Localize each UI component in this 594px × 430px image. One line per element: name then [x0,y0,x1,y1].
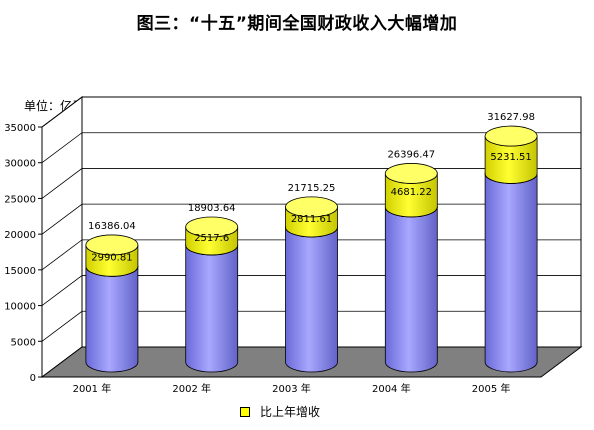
x-tick-label: 2003 年 [272,382,311,395]
bar-increase-2004 [384,163,438,218]
bar-previous-year-2002-body [185,244,239,373]
bar-increase-2001 [85,234,139,277]
increase-value-label: 2811.61 [291,214,332,225]
y-tick-label: 30000 [4,159,36,170]
total-value-label: 21715.25 [288,183,336,194]
x-tick-label: 2004 年 [372,382,411,395]
y-tick-label: 20000 [4,230,36,241]
y-tick-label: 0 [30,373,36,384]
gridline [41,96,581,128]
axes: 0 5000 10000 15000 20000 25000 30000 35000 [4,123,43,384]
bar-increase-2003-top [285,196,338,218]
bar-previous-year-2005 [484,163,538,373]
chart-title: 图三：“十五”期间全国财政收入大幅增加 [136,14,458,34]
total-value-label: 31627.98 [487,112,535,123]
x-tick-label: 2005 年 [472,382,511,395]
y-tick-label: 10000 [4,302,36,313]
total-value-label: 16386.04 [88,221,136,232]
bar-increase-2005 [484,125,538,184]
bar-increase-2005-top [484,125,538,147]
legend-label-increase: 比上年增收 [260,405,321,419]
increase-value-label: 5231.51 [490,152,531,163]
gridline [41,132,581,164]
bar-previous-year-2004 [384,196,438,373]
legend-swatch-increase [240,406,250,417]
y-tick-label: 5000 [11,337,36,348]
bar-increase-2003 [285,196,338,238]
bar-previous-year-2003 [285,216,338,373]
bar-previous-year-2004-body [384,206,438,373]
increase-value-label: 4681.22 [391,187,432,198]
bar-previous-year-2002 [185,234,239,373]
y-tick-label: 35000 [4,123,36,134]
increase-value-label: 2517.6 [194,233,229,244]
x-tick-label: 2002 年 [172,382,211,395]
x-tick-label: 2001 年 [73,382,112,395]
increase-value-label: 2990.81 [91,253,132,264]
y-tick-label: 25000 [4,194,36,205]
bar-previous-year-2005-body [484,173,538,373]
y-tick-label: 15000 [4,266,36,277]
data-labels: 2990.81 16386.04 2001 年 2517.6 18903.64 2002 … [73,112,535,395]
side-wall [41,96,83,378]
bar-increase-2002-top [185,216,239,238]
bar-previous-year-2003-body [285,226,338,373]
bar-increase-2004-top [384,163,438,184]
total-value-label: 26396.47 [387,149,435,160]
legend: 比上年增收 [240,403,320,420]
bar-increase-2002 [185,216,239,256]
bar-increase-2001-top [85,234,139,256]
bar-previous-year-2001-body [85,266,139,373]
total-value-label: 18903.64 [188,203,236,214]
bars [85,125,538,373]
